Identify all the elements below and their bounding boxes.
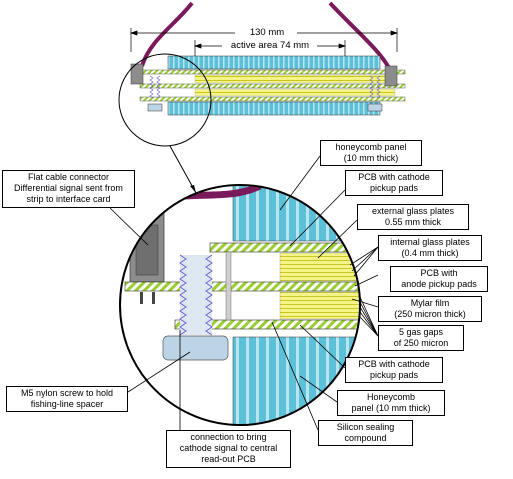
dimension-overall-width: 130 mm [249,27,285,38]
label-pcb-cathode-top: PCB with cathode pickup pads [345,170,443,196]
label-honeycomb-panel-bottom: Honeycomb panel (10 mm thick) [337,390,445,416]
overview-glass-upper [194,74,396,84]
label-internal-glass: internal glass plates (0.4 mm thick) [378,235,482,261]
zoom-pcb-anode [124,281,360,292]
label-external-glass: external glass plates 0.55 mm thick [357,204,469,230]
dimension-active-area: active area 74 mm [230,40,310,51]
zoom-glass-lower [279,291,360,320]
zoom-connector-pin-1 [140,292,143,304]
label-flat-cable-connector: Flat cable connector Differential signal… [2,170,135,208]
zoom-screw-thread [179,254,213,336]
zoom-detail-circle [119,184,361,426]
zoom-glass-upper [279,252,360,282]
label-gas-gaps: 5 gas gaps of 250 micron [378,325,464,351]
overview-chamber [130,1,406,116]
zoom-source-circle [118,53,212,147]
leader-lines [109,155,379,432]
zoom-arrowhead [190,185,196,193]
label-pcb-cathode-bottom: PCB with cathode pickup pads [345,357,443,383]
overview-honeycomb-bottom [167,101,381,116]
dimension-lines [129,28,399,56]
overview-honeycomb-top [167,55,381,70]
label-pcb-anode: PCB with anode pickup pads [390,266,488,292]
label-silicon-compound: Silicon sealing compound [318,420,413,446]
zoom-connector-inner [135,224,159,276]
zoom-connector-line [169,145,197,194]
overview-pcb-middle [139,83,406,89]
label-connection-cathode: connection to bring cathode signal to ce… [166,430,291,468]
overview-pcb-bottom [139,96,406,102]
overview-screw-head-right [367,103,383,112]
overview-screw-left [149,75,161,99]
overview-cable-right [328,1,392,71]
zoomed-detail [120,185,360,425]
overview-connector-right [384,65,398,87]
zoom-pcb-cathode-top [209,242,360,253]
label-m5-nylon-screw: M5 nylon screw to hold fishing-line spac… [6,386,128,412]
zoom-connector-pin-2 [152,292,155,304]
overview-glass-lower [194,88,396,97]
zoom-spacer-rod [225,251,232,321]
label-mylar-film: Mylar film (250 micron thick) [378,296,482,322]
overview-pcb-top [139,69,406,75]
overview-screw-head-left [147,103,163,112]
label-honeycomb-panel-top: honeycomb panel (10 mm thick) [320,140,422,166]
zoom-pcb-cathode-bottom [174,319,360,330]
zoom-screw-head [162,335,229,361]
overview-screw-right [369,75,381,99]
